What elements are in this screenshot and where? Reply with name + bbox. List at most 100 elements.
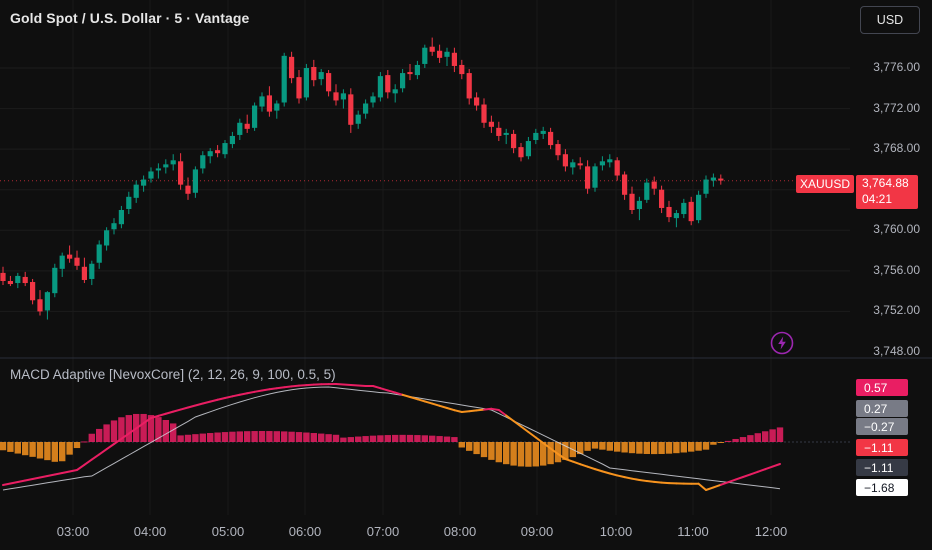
macd-line-segment [46, 473, 56, 477]
histogram-bar [525, 442, 532, 467]
histogram-bar [665, 442, 673, 454]
histogram-bar [747, 435, 754, 442]
price-axis-label: 3,748.00 [873, 344, 920, 358]
candle-body [118, 210, 124, 225]
candle-body [407, 72, 413, 75]
time-axis-label: 08:00 [443, 524, 477, 539]
macd-line-segment [113, 437, 123, 445]
indicator-title[interactable]: MACD Adaptive [NevoxCore] (2, 12, 26, 9,… [10, 367, 336, 382]
candle-body [444, 51, 450, 57]
price-axis-label: 3,760.00 [873, 222, 920, 237]
macd-line-segment [83, 458, 93, 466]
candle-body [644, 182, 650, 200]
time-axis-label: 09:00 [520, 524, 554, 539]
histogram-bar [466, 442, 473, 451]
candle-body [0, 272, 6, 281]
last-price-badge: 3,764.88 04:21 [856, 175, 918, 209]
macd-line-segment [542, 442, 552, 450]
histogram-bar [532, 442, 539, 467]
histogram-bar [340, 437, 347, 442]
candle-body [518, 147, 524, 158]
histogram-bar [36, 442, 44, 459]
histogram-bar [606, 442, 613, 451]
candle-body [370, 96, 376, 103]
time-axis-label: 10:00 [599, 524, 633, 539]
candle-body [385, 75, 391, 93]
histogram-bar [503, 442, 510, 465]
macd-line-segment [283, 385, 293, 389]
macd-line-segment [61, 470, 71, 474]
candle-body [340, 93, 346, 100]
last-price-value: 3,764.88 [862, 176, 909, 190]
bar-countdown: 04:21 [862, 192, 893, 206]
candle-body [192, 169, 198, 193]
macd-line-segment [756, 468, 767, 473]
currency-button[interactable]: USD [860, 6, 920, 34]
candle-body [244, 123, 250, 129]
time-axis-label: 12:00 [754, 524, 788, 539]
histogram-bar [273, 431, 280, 442]
macd-line-segment [453, 409, 463, 413]
candle-body [30, 282, 36, 301]
candle-body [703, 179, 709, 194]
histogram-bar [547, 442, 554, 465]
macd-line-segment [527, 431, 537, 439]
candle-body [577, 163, 583, 166]
histogram-bar [362, 436, 369, 442]
candle-body [133, 184, 139, 198]
macd-line-segment [238, 392, 249, 396]
candle-body [74, 257, 80, 266]
histogram-bar [540, 442, 547, 466]
candle-body [710, 177, 716, 181]
candle-body [222, 143, 228, 155]
macd-line-segment [120, 432, 130, 440]
candle-body [52, 267, 58, 294]
macd-line-segment [616, 474, 626, 479]
histogram-bar [266, 431, 273, 442]
histogram-bar [244, 431, 251, 442]
candle-body [496, 127, 502, 136]
histogram-bar [628, 442, 636, 454]
histogram-bar [673, 442, 680, 454]
macd-line-segment [653, 480, 663, 484]
histogram-bar [29, 442, 36, 457]
candle-body [296, 77, 302, 99]
histogram-bar [347, 437, 354, 442]
macd-line-segment [490, 407, 500, 411]
histogram-bar [236, 431, 243, 442]
candle-body [622, 174, 628, 195]
histogram-bar [473, 442, 480, 455]
histogram-bar [429, 435, 436, 442]
symbol-price-badge: XAUUSD [796, 175, 854, 193]
histogram-bar [599, 442, 606, 450]
candle-body [718, 178, 724, 181]
candle-body [451, 52, 457, 66]
candle-body [148, 171, 154, 179]
candle-body [7, 281, 13, 285]
candle-body [659, 189, 665, 208]
histogram-bar [443, 436, 451, 442]
macd-line-segment [534, 436, 545, 444]
macd-line-segment [719, 481, 730, 486]
candle-body [592, 166, 598, 188]
macd-line-segment [24, 478, 34, 482]
candle-body [503, 132, 509, 135]
macd-line-segment [623, 476, 633, 480]
macd-line-segment [742, 473, 752, 478]
candle-body [259, 96, 265, 107]
histogram-bar [110, 420, 118, 442]
candle-body [348, 94, 354, 125]
histogram-bar [776, 427, 784, 442]
histogram-bar [658, 442, 665, 454]
histogram-bar [458, 442, 465, 448]
macd-line-segment [2, 482, 12, 486]
histogram-bar [140, 413, 147, 442]
lightning-icon[interactable] [770, 331, 794, 355]
candle-body [207, 151, 213, 157]
histogram-bar [103, 424, 110, 442]
candle-body [59, 255, 65, 269]
histogram-bar [66, 442, 73, 455]
histogram-bar [717, 442, 724, 443]
